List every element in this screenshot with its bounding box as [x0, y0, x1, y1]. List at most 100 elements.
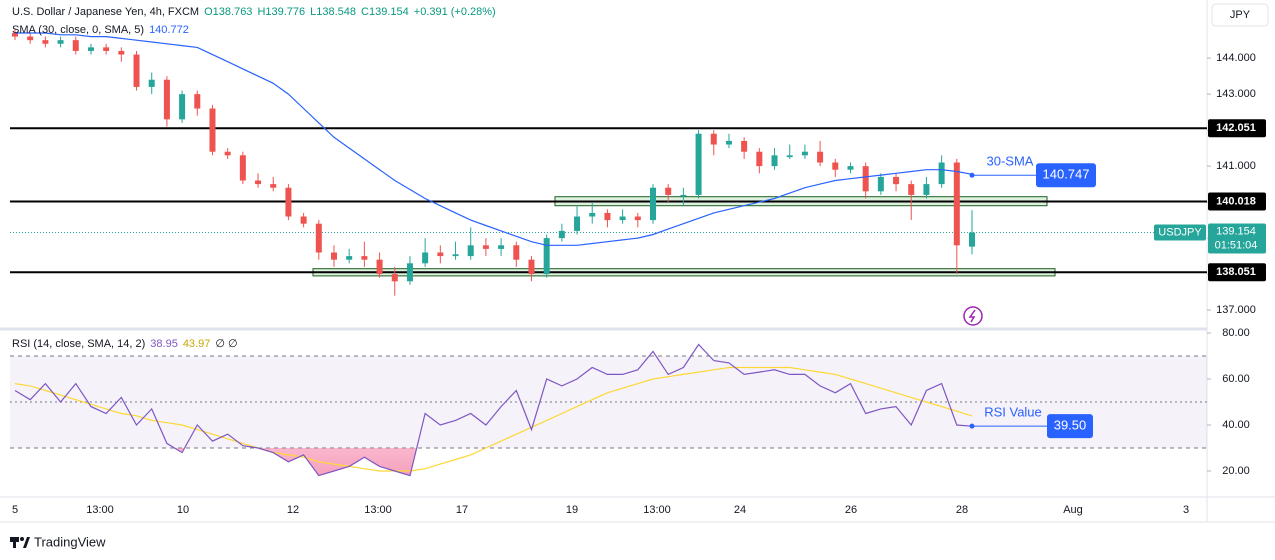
rsi-band [10, 356, 1207, 449]
countdown: 01:51:04 [1215, 239, 1258, 251]
x-label: 13:00 [86, 504, 114, 516]
candle-body [710, 133, 717, 145]
candle-body [406, 263, 413, 282]
legend-text: 43.97 [183, 338, 211, 350]
footer: TradingView [34, 534, 106, 549]
candle-body [361, 256, 368, 260]
symbol-tag [1154, 224, 1206, 241]
symbol: USDJPY [1158, 226, 1202, 238]
rsi-tick-label: 80.00 [1222, 327, 1250, 339]
legend-text: U.S. Dollar / Japanese Yen, 4h, FXCM [12, 6, 199, 18]
candle-body [422, 252, 429, 264]
candle-body [391, 274, 398, 282]
candle-body [558, 230, 565, 239]
callout-box [1036, 163, 1096, 188]
candle-body [209, 108, 216, 152]
sma-annotation: 30-SMA [987, 153, 1034, 168]
candle-body [650, 187, 656, 221]
candle-body [877, 176, 884, 192]
candle-body [862, 166, 869, 192]
candle-body [179, 94, 186, 120]
callout-dot [969, 423, 975, 429]
candle-body [118, 50, 125, 55]
candle-body [42, 40, 49, 44]
candle-body [315, 223, 322, 253]
candle-body [832, 162, 839, 170]
rsi-tick-label: 20.00 [1222, 465, 1250, 477]
candle-body [908, 184, 915, 195]
candle-body [437, 252, 444, 257]
legend-text: +0.391 (+0.28%) [414, 6, 496, 18]
candle-body [543, 238, 550, 275]
candle-body [239, 155, 246, 181]
candle-body [87, 47, 94, 51]
candle-body [756, 151, 763, 167]
candle-body [786, 155, 793, 158]
candle-body [255, 180, 262, 185]
currency-button[interactable] [1211, 3, 1269, 27]
candle-body [57, 40, 64, 44]
candle-body [634, 216, 641, 221]
alert-icon[interactable] [963, 306, 983, 326]
y-tick-label: 137.000 [1216, 304, 1256, 316]
candle-body [817, 151, 824, 163]
x-label: 10 [177, 504, 189, 516]
candle-body [847, 166, 854, 170]
candle-body [589, 212, 596, 217]
candle-body [148, 79, 155, 87]
candle-body [801, 151, 808, 156]
level-label: 142.051 [1216, 122, 1256, 134]
y-tick-label: 144.000 [1216, 52, 1256, 64]
candle-body [680, 194, 687, 197]
candle-body [498, 245, 505, 249]
candle-body [695, 133, 702, 195]
candle-body [923, 184, 930, 195]
candle-body [467, 245, 474, 257]
candle-body [741, 140, 748, 152]
callout-box [1047, 414, 1093, 439]
x-label: 5 [12, 504, 18, 516]
candle-body [346, 256, 353, 260]
candle-body [224, 151, 231, 156]
x-label: 17 [456, 504, 468, 516]
candle-body [619, 216, 626, 221]
candle-body [513, 245, 520, 260]
legend-text: ∅ ∅ [215, 338, 237, 350]
level-label: 140.018 [1216, 195, 1256, 207]
candle-body [953, 162, 960, 246]
candle-body [528, 259, 535, 275]
currency: JPY [1230, 9, 1251, 21]
x-label: 13:00 [364, 504, 392, 516]
candle-body [482, 245, 489, 249]
candle-body [331, 252, 337, 260]
candle-body [300, 216, 307, 224]
legend-text: H139.776 [257, 6, 305, 18]
rsi-tick-label: 60.00 [1222, 373, 1250, 385]
x-label: 13:00 [643, 504, 671, 516]
candle-body [103, 47, 110, 51]
x-label: 24 [734, 504, 746, 516]
x-label: 28 [956, 504, 968, 516]
legend-text: C139.154 [361, 6, 409, 18]
rsi-tick-label: 40.00 [1222, 419, 1250, 431]
legend-text: 140.772 [149, 24, 189, 36]
legend-text: O138.763 [204, 6, 252, 18]
legend-text: RSI (14, close, SMA, 14, 2) [12, 338, 145, 350]
x-label: 3 [1183, 504, 1189, 516]
candle-body [725, 140, 732, 145]
candle-body [270, 184, 277, 188]
rsi-sma-line [14, 366, 973, 472]
candle-body [133, 54, 140, 87]
candle-body [163, 79, 170, 120]
candle-body [194, 94, 201, 109]
candle-body [27, 36, 34, 41]
level-tag [1208, 119, 1266, 138]
x-label: 12 [287, 504, 299, 516]
candle-body [969, 232, 975, 247]
candle-body [574, 216, 581, 231]
candle-body [452, 254, 459, 257]
candle-body [376, 259, 383, 275]
y-tick-label: 141.000 [1216, 160, 1256, 172]
